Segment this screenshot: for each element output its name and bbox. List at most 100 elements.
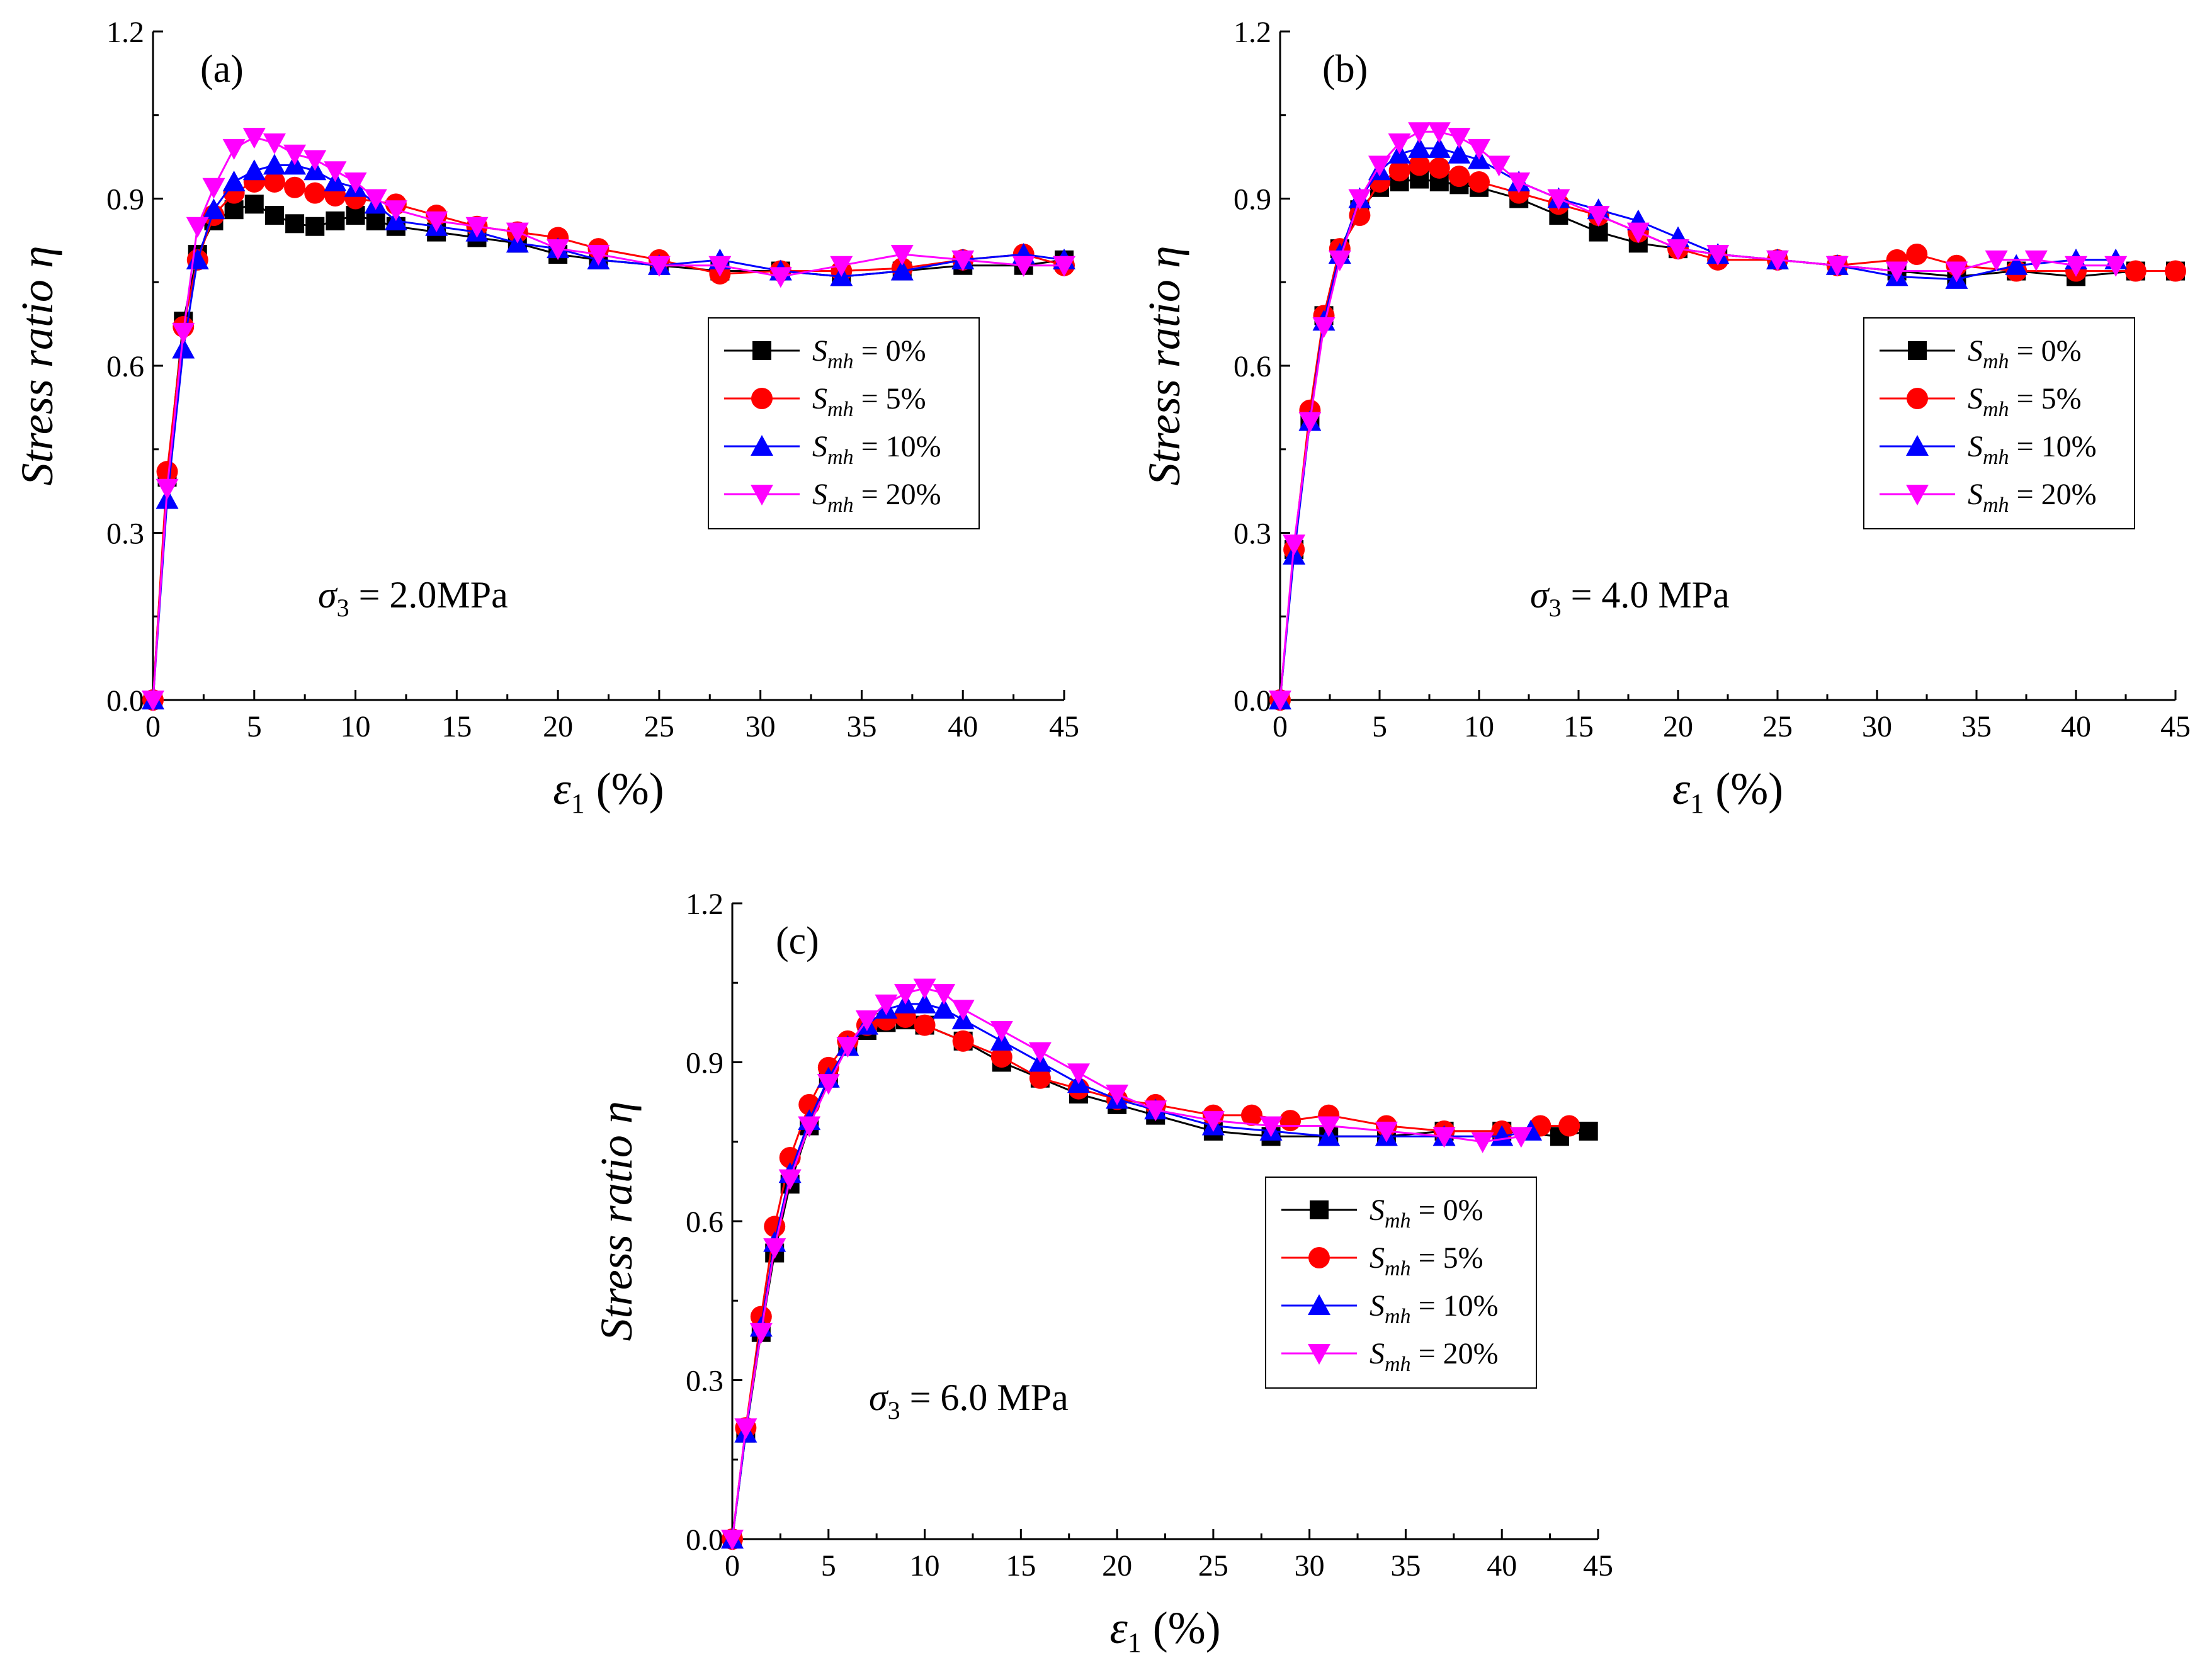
x-tick-label: 10 [910, 1549, 940, 1583]
data-point [1279, 1110, 1302, 1132]
data-point [284, 176, 306, 198]
x-tick-label: 15 [1563, 710, 1594, 743]
data-point [951, 250, 975, 271]
data-point [1471, 1132, 1494, 1153]
data-point [2024, 250, 2048, 271]
data-point [303, 150, 327, 171]
legend-label: Smh = 20% [1370, 1337, 1499, 1376]
x-tick-label: 0 [725, 1549, 740, 1583]
data-point [1312, 317, 1336, 339]
legend-marker [1907, 388, 1928, 409]
x-tick-label: 35 [846, 710, 876, 743]
data-point [1587, 206, 1610, 227]
data-point [1029, 1067, 1051, 1089]
data-point [763, 1238, 786, 1260]
x-tick-label: 0 [145, 710, 161, 743]
legend-marker [1308, 1247, 1330, 1268]
legend-label: Smh = 5% [812, 382, 926, 421]
series-3 [721, 978, 1533, 1550]
data-point [708, 256, 732, 277]
data-point [817, 1074, 840, 1095]
data-point [324, 161, 347, 183]
data-point [156, 478, 179, 500]
legend-label: Smh = 20% [812, 478, 941, 517]
data-point [951, 1000, 975, 1021]
x-axis-title: ε1 (%) [1672, 764, 1783, 819]
data-point [1985, 250, 2008, 271]
legend-marker [751, 435, 773, 456]
panel-label: (b) [1322, 48, 1368, 91]
data-point [1144, 1100, 1167, 1122]
data-point [1766, 250, 1789, 271]
data-point [305, 217, 325, 236]
data-point [778, 1169, 802, 1190]
data-point [894, 984, 917, 1005]
data-point [1067, 1063, 1090, 1085]
data-point [1448, 142, 1471, 164]
x-tick-label: 35 [1961, 710, 1992, 743]
legend-label: Smh = 0% [1968, 334, 2082, 373]
data-point [2165, 260, 2186, 282]
data-point [1468, 138, 1490, 160]
data-point [1885, 261, 1909, 283]
data-point [2124, 260, 2147, 282]
x-tick-label: 0 [1273, 710, 1288, 743]
data-point [242, 128, 266, 149]
y-tick-label: 1.2 [1234, 16, 1271, 49]
y-tick-label: 1.2 [106, 16, 144, 49]
data-point [1259, 1116, 1283, 1137]
series-3 [1269, 122, 2128, 711]
data-point [1427, 137, 1451, 158]
chart-panel-b: 0 5 10 15 20 25 30 35 40 45 0.0 0.3 0.6 0.9 1.2 ε1 (%) S… [1139, 16, 2191, 819]
x-tick-label: 40 [948, 710, 978, 743]
legend: Smh = 0% Smh = 5% Smh = 10% Smh = 20% [708, 317, 980, 529]
legend-marker [751, 485, 773, 505]
data-point [1241, 1104, 1262, 1126]
data-point [1626, 222, 1650, 244]
condition-annotation: σ3 = 6.0 MPa [869, 1377, 1069, 1425]
legend-label: Smh = 0% [812, 334, 926, 373]
data-point [344, 172, 367, 193]
data-point [222, 170, 246, 191]
x-tick-label: 25 [1198, 1549, 1228, 1583]
data-point [263, 154, 286, 175]
data-point [186, 217, 209, 238]
data-point [263, 171, 285, 193]
data-point [1945, 261, 1968, 283]
data-point [1388, 133, 1411, 154]
data-point [172, 337, 195, 359]
y-tick-label: 0.6 [1234, 350, 1271, 383]
x-tick-label: 45 [1049, 710, 1079, 743]
data-point [384, 200, 407, 222]
legend-label: Smh = 0% [1370, 1194, 1483, 1233]
data-point [1375, 1121, 1398, 1143]
x-axis-title: ε1 (%) [553, 764, 664, 819]
data-point [1487, 155, 1511, 177]
data-point [264, 206, 284, 225]
panel-label: (a) [200, 48, 244, 91]
legend-label: Smh = 10% [812, 430, 941, 469]
x-tick-label: 20 [1102, 1549, 1132, 1583]
data-point [1328, 250, 1351, 271]
data-point [1269, 691, 1291, 711]
panel-label: (c) [776, 920, 819, 962]
data-point [890, 259, 914, 281]
data-point [1667, 239, 1689, 261]
data-point [913, 992, 936, 1013]
data-point [263, 133, 286, 154]
data-point [1579, 1121, 1598, 1141]
chart-panel-c: 0 5 10 15 20 25 30 35 40 45 0.0 0.3 0.6 0.9 1.2 ε1 (%) S… [591, 888, 1613, 1658]
data-point [242, 159, 266, 181]
data-point [285, 214, 305, 234]
data-point [366, 211, 385, 230]
data-point [1825, 256, 1849, 277]
data-point [304, 182, 326, 204]
y-tick-label: 0.9 [106, 183, 144, 217]
data-point [769, 267, 792, 288]
x-tick-label: 30 [1862, 710, 1892, 743]
data-point [1348, 189, 1371, 210]
y-tick-label: 1.2 [686, 888, 723, 921]
data-point [142, 691, 164, 711]
data-point [933, 998, 956, 1019]
